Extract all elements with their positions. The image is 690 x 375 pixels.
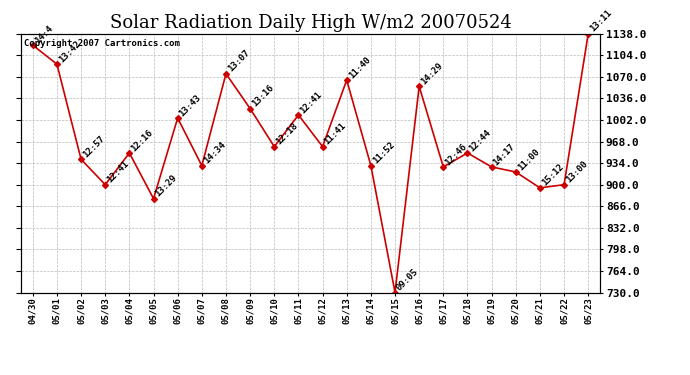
Text: 12:44: 12:44 — [467, 128, 493, 153]
Text: Copyright 2007 Cartronics.com: Copyright 2007 Cartronics.com — [23, 39, 179, 48]
Text: 13:42: 13:42 — [57, 39, 82, 64]
Text: 13:29: 13:29 — [153, 173, 179, 199]
Title: Solar Radiation Daily High W/m2 20070524: Solar Radiation Daily High W/m2 20070524 — [110, 14, 511, 32]
Text: 12:41: 12:41 — [298, 90, 324, 115]
Text: 12:41: 12:41 — [105, 159, 130, 185]
Text: 13:07: 13:07 — [226, 48, 251, 74]
Text: 13:43: 13:43 — [177, 93, 203, 118]
Text: 12:16: 12:16 — [129, 128, 155, 153]
Text: 13:16: 13:16 — [250, 83, 275, 109]
Text: 11:40: 11:40 — [346, 55, 372, 80]
Text: 09:05: 09:05 — [395, 267, 420, 292]
Text: 13:11: 13:11 — [588, 8, 613, 34]
Text: 11:41: 11:41 — [322, 121, 348, 147]
Text: 14:29: 14:29 — [419, 61, 444, 86]
Text: 12:46: 12:46 — [443, 142, 469, 167]
Text: 11:00: 11:00 — [515, 147, 541, 172]
Text: 15:12: 15:12 — [540, 162, 565, 188]
Text: 11:52: 11:52 — [371, 140, 396, 166]
Text: 13:00: 13:00 — [564, 159, 589, 185]
Text: 14:4: 14:4 — [33, 24, 55, 45]
Text: 14:17: 14:17 — [491, 142, 517, 167]
Text: 12:18: 12:18 — [274, 121, 299, 147]
Text: 12:57: 12:57 — [81, 134, 106, 159]
Text: 14:34: 14:34 — [201, 140, 227, 166]
